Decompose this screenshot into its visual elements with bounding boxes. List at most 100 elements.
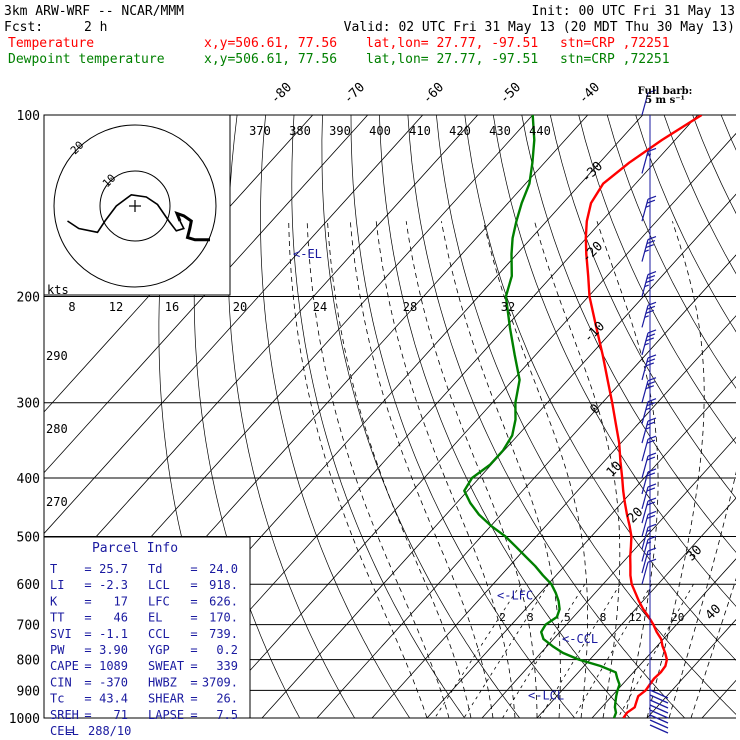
mixing-ratio-line (502, 583, 586, 718)
isotherm-label: -10 (581, 319, 608, 346)
parcel-cell: 24.0 (209, 562, 238, 576)
moist-adiabat-line (690, 221, 736, 718)
parcel-cell: = (190, 627, 197, 641)
wind-barb-flag (646, 333, 656, 338)
thetae-label: 16 (165, 300, 179, 314)
theta-label: 380 (289, 124, 311, 138)
parcel-cell: YGP (148, 643, 170, 657)
parcel-cell: HWBZ (148, 675, 177, 689)
parcel-cell: LAPSE (148, 708, 184, 722)
pressure-label: 500 (17, 530, 40, 545)
parcel-cell: = (84, 562, 91, 576)
parcel-cell: 170. (209, 611, 238, 625)
dry-adiabat-line (720, 115, 736, 718)
hodo-frame (43, 114, 231, 296)
wind-barb-flag (647, 195, 657, 200)
moist-adiabat-line (534, 221, 621, 718)
isotherm-label: 30 (684, 543, 706, 565)
parcel-cell: = (84, 627, 91, 641)
isotherm-line (206, 115, 736, 718)
model-title: 3km ARW-WRF -- NCAR/MMM (4, 4, 184, 19)
pressure-label: 400 (17, 472, 40, 487)
parcel-cell: 339 (216, 659, 238, 673)
isotherm-line (481, 115, 736, 718)
parcel-cell: 7.5 (216, 708, 238, 722)
parcel-cell: -370 (99, 675, 128, 689)
parcel-cell: CIN (50, 675, 72, 689)
parcel-cell: = (84, 594, 91, 608)
fcst-value: 2 h (84, 20, 107, 35)
level-marker: <-EL (293, 247, 322, 261)
theta-label: 400 (369, 124, 391, 138)
wind-barb-flag (647, 468, 657, 473)
wind-barb-flag (646, 199, 656, 204)
wind-barb-half (646, 153, 652, 156)
isotherm-line (44, 115, 369, 718)
wind-barb (649, 699, 669, 709)
wind-barb-flag (647, 89, 657, 94)
wind-barb (649, 689, 669, 699)
parcel-cell: 17 (114, 594, 128, 608)
wind-barb-flag (647, 235, 657, 241)
parcel-cell: = (190, 659, 197, 673)
parcel-cell: LFC (148, 594, 170, 608)
wind-barb (641, 562, 649, 585)
isotherm-label: -50 (497, 80, 524, 107)
pressure-label: 600 (17, 578, 40, 593)
wind-barb-half (644, 315, 649, 318)
wind-barb-flag (647, 510, 657, 516)
parcel-cell: 25.7 (99, 562, 128, 576)
parcel-cell: -1.1 (99, 627, 128, 641)
level-marker: <-LCL (528, 689, 564, 703)
parcel-cell: SVI (50, 627, 72, 641)
mixing-ratio-label: 2 (499, 611, 506, 624)
wind-barb-flag (647, 270, 657, 276)
wind-barb-half (646, 529, 652, 532)
dry-adiabat-line (291, 115, 465, 718)
parcel-cell: TT (50, 611, 64, 625)
parcel-cell: = (84, 578, 91, 592)
parcel-cell: Tc (50, 692, 64, 706)
wind-barb-flag (645, 278, 655, 284)
hodo-trace-lower (174, 211, 210, 242)
parcel-cell: LI (50, 578, 64, 592)
moist-adiabats (288, 221, 736, 718)
dry-adiabat-line (379, 115, 630, 718)
wind-barb-flag (646, 456, 656, 461)
parcel-cell: K (50, 594, 58, 608)
pressure-label: 800 (17, 654, 40, 669)
isotherm-label: -70 (341, 80, 368, 107)
parcel-cell: SWEAT (148, 659, 184, 673)
moist-adiabat-line (441, 221, 561, 718)
wind-barb-flag (647, 329, 657, 334)
parcel-cell: 26. (216, 692, 238, 706)
mixing-ratio-label: 8 (600, 611, 607, 624)
parcel-cell: 71 (114, 708, 128, 722)
wind-barb-flag (646, 381, 656, 386)
wind-barb (641, 92, 649, 116)
hodo-trace (67, 193, 185, 234)
dew-legend-stn: stn=CRP ,72251 (560, 52, 670, 67)
parcel-cell: 288/10 (88, 724, 131, 738)
parcel-cell: 1089 (99, 659, 128, 673)
wind-barb-flag (647, 483, 657, 488)
pressure-label: 1000 (9, 712, 40, 727)
wind-barb (649, 709, 669, 719)
mixing-ratio-line (573, 584, 653, 718)
wind-barb-flag (646, 439, 656, 444)
dew-legend-name: Dewpoint temperature (8, 52, 165, 67)
dry-adiabat-line (260, 115, 410, 718)
wind-barb (649, 719, 669, 729)
moist-adiabat-line (596, 221, 659, 718)
mixing-ratio-line (434, 583, 522, 718)
parcel-cell: = (190, 611, 197, 625)
valid-time: Valid: 02 UTC Fri 31 May 13 (20 MDT Thu … (344, 20, 735, 35)
dry-adiabat-line (635, 115, 736, 718)
parcel-box-frame (43, 536, 251, 719)
dry-adiabat-line (606, 115, 736, 718)
wind-barb-flag (647, 435, 657, 440)
parcel-cell: 739. (209, 627, 238, 641)
parcel-cell: = (84, 675, 91, 689)
wind-barb-half (645, 407, 651, 411)
isotherm-label: -30 (579, 159, 606, 186)
